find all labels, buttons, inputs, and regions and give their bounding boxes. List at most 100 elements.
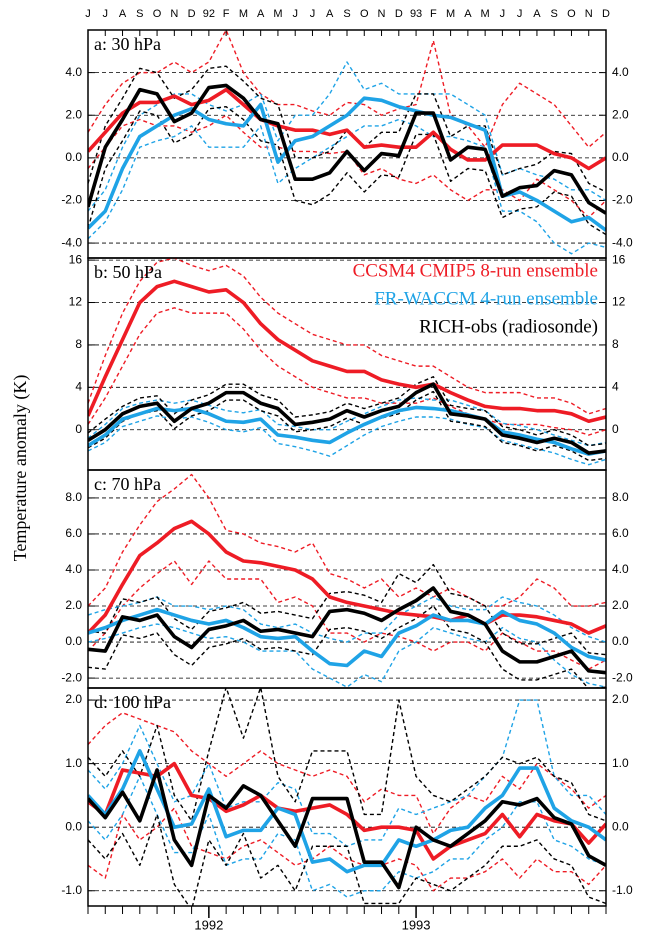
series-line — [88, 83, 606, 215]
y-tick-label: -4.0 — [61, 235, 82, 249]
x-year-label: 1993 — [402, 917, 431, 932]
series-line — [88, 279, 606, 424]
series-line — [88, 87, 606, 171]
y-tick-label: -2.0 — [612, 193, 633, 207]
y-tick-label: 16 — [69, 252, 83, 266]
y-tick-label: -2.0 — [61, 670, 82, 684]
series-range-line — [88, 65, 606, 193]
plot-area — [88, 30, 606, 255]
plot-area — [88, 473, 606, 688]
y-tick-label: 8.0 — [612, 490, 629, 504]
legend-entry: CCSM4 CMIP5 8-run ensemble — [353, 260, 598, 281]
series-range-line — [88, 415, 606, 466]
x-tick-label: S — [551, 8, 558, 20]
series-range-line — [88, 596, 606, 643]
x-year-label: 1992 — [194, 917, 223, 932]
x-tick-label: F — [430, 8, 437, 20]
series-range-line — [88, 307, 606, 436]
series-line — [88, 749, 606, 874]
x-tick-label: O — [360, 8, 369, 20]
series-range-line — [88, 775, 606, 898]
x-tick-label: N — [585, 8, 593, 20]
x-tick-label: A — [257, 8, 265, 20]
x-tick-label: 92 — [203, 8, 215, 20]
y-tick-label: 2.0 — [65, 107, 82, 121]
series-line — [88, 607, 606, 668]
x-tick-label: J — [517, 8, 523, 20]
y-tick-label: 8 — [612, 337, 619, 351]
y-tick-label: 8 — [75, 337, 82, 351]
y-tick-label: -2.0 — [612, 670, 633, 684]
series-line — [88, 96, 606, 232]
series-line — [88, 519, 606, 635]
plot-area — [88, 688, 606, 906]
series-line — [88, 761, 606, 861]
y-tick-label: 2.0 — [612, 107, 629, 121]
series-range-line — [88, 563, 606, 656]
series-range-line — [88, 473, 606, 607]
y-tick-label: 0.0 — [612, 819, 629, 833]
x-tick-label: O — [567, 8, 576, 20]
y-tick-label: 8.0 — [65, 490, 82, 504]
x-tick-label: J — [310, 8, 316, 20]
x-tick-label: M — [481, 8, 490, 20]
panel-title: b: 50 hPa — [94, 262, 162, 282]
y-tick-label: -1.0 — [612, 883, 633, 897]
x-tick-label: O — [153, 8, 162, 20]
y-tick-label: 2.0 — [65, 692, 82, 706]
y-tick-label: 4.0 — [65, 65, 82, 79]
y-axis-label: Temperature anomaly (K) — [10, 375, 31, 562]
y-tick-label: -2.0 — [61, 193, 82, 207]
y-tick-label: 4.0 — [612, 562, 629, 576]
y-tick-label: -1.0 — [61, 883, 82, 897]
y-tick-label: 12 — [69, 295, 83, 309]
x-tick-label: S — [343, 8, 350, 20]
y-tick-label: 2.0 — [612, 692, 629, 706]
series-line — [88, 768, 606, 890]
y-tick-label: 0.0 — [612, 634, 629, 648]
x-tick-label: M — [273, 8, 282, 20]
series-range-line — [88, 623, 606, 688]
y-tick-label: 0 — [75, 422, 82, 436]
x-tick-label: A — [119, 8, 127, 20]
x-tick-label: M — [239, 8, 248, 20]
legend-entry: RICH-obs (radiosonde) — [419, 316, 598, 337]
series-line — [88, 382, 606, 455]
series-range-line — [88, 258, 606, 415]
panel-title: a: 30 hPa — [94, 34, 161, 54]
y-tick-label: 1.0 — [65, 756, 82, 770]
panel-title: d: 100 hPa — [94, 692, 171, 712]
x-tick-label: J — [500, 8, 506, 20]
y-tick-label: 16 — [612, 252, 626, 266]
x-tick-label: 93 — [410, 8, 422, 20]
y-tick-label: 4 — [612, 379, 619, 393]
x-tick-label: A — [326, 8, 334, 20]
y-tick-label: 6.0 — [612, 526, 629, 540]
x-tick-label: A — [533, 8, 541, 20]
x-tick-label: J — [292, 8, 298, 20]
series-range-line — [88, 688, 606, 822]
series-range-line — [88, 376, 606, 447]
y-tick-label: 12 — [612, 295, 626, 309]
x-tick-label: M — [446, 8, 455, 20]
legend-entry: FR-WACCM 4-run ensemble — [374, 288, 598, 309]
y-tick-label: 0.0 — [612, 150, 629, 164]
x-tick-label: D — [188, 8, 196, 20]
x-tick-label: N — [378, 8, 386, 20]
y-tick-label: 1.0 — [612, 756, 629, 770]
x-tick-label: J — [85, 8, 91, 20]
x-tick-label: A — [464, 8, 472, 20]
y-tick-label: -4.0 — [612, 235, 633, 249]
series-line — [88, 405, 606, 456]
series-range-line — [88, 397, 606, 447]
x-tick-label: J — [103, 8, 109, 20]
y-tick-label: 0.0 — [65, 819, 82, 833]
series-range-line — [88, 106, 606, 236]
series-range-line — [88, 560, 606, 670]
series-range-line — [88, 813, 606, 906]
plot-area — [88, 258, 606, 466]
x-tick-label: N — [170, 8, 178, 20]
panel-title: c: 70 hPa — [94, 474, 161, 494]
series-range-line — [88, 712, 606, 835]
